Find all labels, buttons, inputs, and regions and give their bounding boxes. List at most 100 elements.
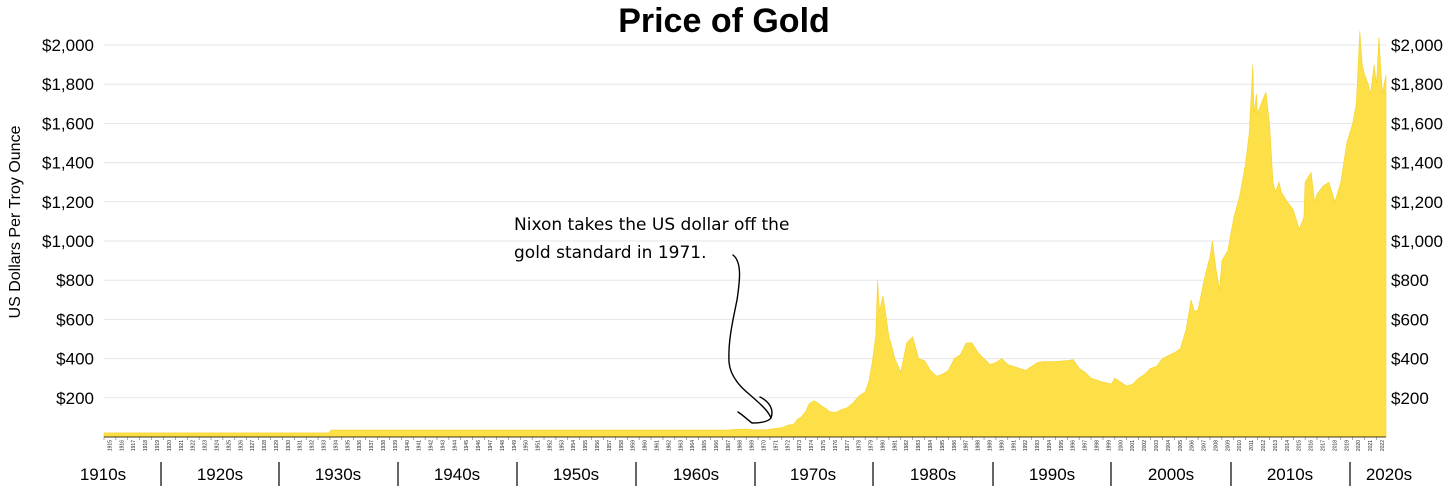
year-tick-label: 2017 bbox=[1320, 440, 1326, 451]
year-tick-label: 1930 bbox=[286, 440, 292, 451]
year-tick-label: 1944 bbox=[452, 440, 458, 451]
year-tick-label: 1971 bbox=[773, 440, 779, 451]
year-tick-label: 1998 bbox=[1095, 440, 1101, 451]
year-tick-label: 1983 bbox=[916, 440, 922, 451]
decade-label: 2010s bbox=[1267, 465, 1313, 484]
year-tick-label: 1963 bbox=[678, 440, 684, 451]
year-tick-label: 1926 bbox=[238, 440, 244, 451]
y-tick-label-right: $600 bbox=[1391, 310, 1429, 329]
year-tick-label: 1929 bbox=[274, 440, 280, 451]
year-tick-label: 2003 bbox=[1154, 440, 1160, 451]
year-tick-label: 2021 bbox=[1368, 440, 1374, 451]
year-tick-label: 2009 bbox=[1225, 440, 1231, 451]
y-tick-label-left: $600 bbox=[56, 310, 94, 329]
x-axis-year-ticks: 1915 1916 1917 1918 1919 1920 1921 1922 1923 1924… bbox=[103, 437, 1386, 451]
year-tick-label: 1949 bbox=[512, 440, 518, 451]
y-tick-label-right: $1,000 bbox=[1391, 232, 1443, 251]
y-tick-label-left: $200 bbox=[56, 389, 94, 408]
year-tick-label: 1950 bbox=[524, 440, 530, 451]
y-tick-label-left: $1,800 bbox=[42, 75, 94, 94]
y-tick-label-right: $1,200 bbox=[1391, 193, 1443, 212]
year-tick-label: 1925 bbox=[226, 440, 232, 451]
year-tick-label: 1928 bbox=[262, 440, 268, 451]
year-tick-label: 1941 bbox=[417, 440, 423, 451]
year-tick-label: 1923 bbox=[203, 440, 209, 451]
year-tick-label: 1956 bbox=[595, 440, 601, 451]
y-axis-right: $200 $400 $600 $800 $1,000 $1,200 $1,400 $1,600… bbox=[1391, 36, 1443, 408]
year-tick-label: 2018 bbox=[1332, 440, 1338, 451]
year-tick-label: 1980 bbox=[880, 440, 886, 451]
year-tick-label: 1976 bbox=[833, 440, 839, 451]
year-tick-label: 1936 bbox=[357, 440, 363, 451]
year-tick-label: 2008 bbox=[1213, 440, 1219, 451]
year-tick-label: 2019 bbox=[1344, 440, 1350, 451]
year-tick-label: 1992 bbox=[1023, 440, 1029, 451]
year-tick-label: 1915 bbox=[107, 440, 113, 451]
year-tick-label: 1974 bbox=[809, 440, 815, 451]
year-tick-label: 1952 bbox=[547, 440, 553, 451]
year-tick-label: 1993 bbox=[1035, 440, 1041, 451]
year-tick-label: 1982 bbox=[904, 440, 910, 451]
gold-price-area bbox=[103, 31, 1387, 438]
decade-label: 1970s bbox=[790, 465, 836, 484]
y-tick-label-right: $1,600 bbox=[1391, 114, 1443, 133]
year-tick-label: 2001 bbox=[1130, 440, 1136, 451]
year-tick-label: 2015 bbox=[1297, 440, 1303, 451]
year-tick-label: 2020 bbox=[1356, 440, 1362, 451]
year-tick-label: 1924 bbox=[214, 440, 220, 451]
y-tick-label-left: $1,000 bbox=[42, 232, 94, 251]
year-tick-label: 1985 bbox=[940, 440, 946, 451]
annotation-line-1: Nixon takes the US dollar off the bbox=[514, 215, 789, 235]
decade-label: 1990s bbox=[1029, 465, 1075, 484]
year-tick-label: 1922 bbox=[191, 440, 197, 451]
year-tick-label: 1973 bbox=[797, 440, 803, 451]
annotation-arrow bbox=[728, 254, 773, 424]
year-tick-label: 1919 bbox=[155, 440, 161, 451]
year-tick-label: 1960 bbox=[643, 440, 649, 451]
year-tick-label: 1977 bbox=[845, 440, 851, 451]
decade-label: 1930s bbox=[315, 465, 361, 484]
y-tick-label-left: $1,600 bbox=[42, 114, 94, 133]
year-tick-label: 1953 bbox=[559, 440, 565, 451]
y-tick-label-left: $2,000 bbox=[42, 36, 94, 55]
year-tick-label: 1951 bbox=[536, 440, 542, 451]
decade-label: 1940s bbox=[434, 465, 480, 484]
year-tick-label: 1996 bbox=[1071, 440, 1077, 451]
year-tick-label: 2012 bbox=[1261, 440, 1267, 451]
y-tick-label-left: $1,200 bbox=[42, 193, 94, 212]
decade-label: 1920s bbox=[197, 465, 243, 484]
decade-label: 1960s bbox=[673, 465, 719, 484]
year-tick-label: 1934 bbox=[333, 440, 339, 451]
year-tick-label: 1964 bbox=[690, 440, 696, 451]
year-tick-label: 2022 bbox=[1380, 440, 1386, 451]
year-tick-label: 1967 bbox=[726, 440, 732, 451]
year-tick-label: 1943 bbox=[440, 440, 446, 451]
decade-label: 1910s bbox=[80, 465, 126, 484]
year-tick-label: 1927 bbox=[250, 440, 256, 451]
year-tick-label: 1991 bbox=[1011, 440, 1017, 451]
decade-label: 1950s bbox=[553, 465, 599, 484]
year-tick-label: 1937 bbox=[369, 440, 375, 451]
year-tick-label: 2005 bbox=[1178, 440, 1184, 451]
year-tick-label: 1975 bbox=[821, 440, 827, 451]
decade-label: 2000s bbox=[1148, 465, 1194, 484]
year-tick-label: 1921 bbox=[179, 440, 185, 451]
year-tick-label: 2016 bbox=[1309, 440, 1315, 451]
y-tick-label-right: $800 bbox=[1391, 271, 1429, 290]
year-tick-label: 1970 bbox=[762, 440, 768, 451]
year-tick-label: 1990 bbox=[999, 440, 1005, 451]
year-tick-label: 1984 bbox=[928, 440, 934, 451]
year-tick-label: 1972 bbox=[785, 440, 791, 451]
gridlines bbox=[104, 44, 1386, 399]
y-axis-left: $200 $400 $600 $800 $1,000 $1,200 $1,400 $1,600… bbox=[42, 36, 94, 408]
year-tick-label: 1987 bbox=[964, 440, 970, 451]
year-tick-label: 1933 bbox=[322, 440, 328, 451]
year-tick-label: 1945 bbox=[464, 440, 470, 451]
annotation-line-2: gold standard in 1971. bbox=[514, 243, 707, 263]
year-tick-label: 1932 bbox=[310, 440, 316, 451]
year-tick-label: 1938 bbox=[381, 440, 387, 451]
year-tick-label: 1920 bbox=[167, 440, 173, 451]
year-tick-label: 1917 bbox=[131, 440, 137, 451]
year-tick-label: 2004 bbox=[1166, 440, 1172, 451]
